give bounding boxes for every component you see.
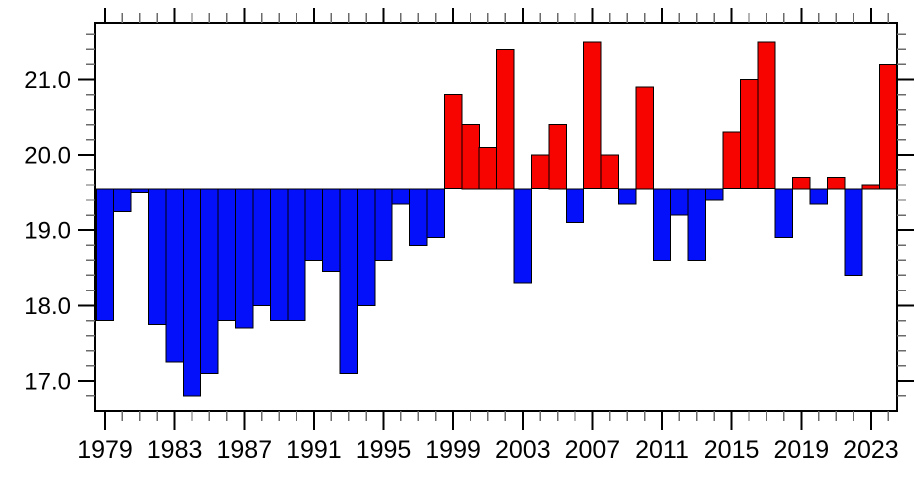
bar-1981 (130, 188, 150, 194)
bar-2020 (809, 188, 828, 205)
y-tick-label-20.0: 20.0 (24, 142, 71, 169)
bar-2022 (844, 188, 863, 276)
bar-1984 (182, 188, 202, 397)
bar-1998 (426, 188, 445, 239)
bar-2007 (583, 41, 602, 190)
x-tick-label-1979: 1979 (77, 436, 133, 464)
bar-1985 (200, 188, 219, 374)
y-tick-label-17.0: 17.0 (24, 368, 71, 395)
bar-2008 (600, 154, 620, 190)
bar-1986 (217, 188, 237, 322)
x-tick-label-2023: 2023 (843, 436, 899, 464)
bar-2004 (530, 154, 550, 190)
bar-1987 (235, 188, 254, 329)
x-tick-label-2015: 2015 (704, 436, 760, 464)
x-tick-label-1999: 1999 (425, 436, 481, 464)
bar-2013 (687, 188, 707, 261)
bar-1994 (356, 188, 376, 307)
plot-frame (94, 22, 898, 412)
bar-2024 (879, 63, 898, 190)
bar-2018 (774, 188, 794, 239)
axes-group (78, 8, 914, 430)
x-tick-label-1983: 1983 (147, 436, 203, 464)
bar-1990 (287, 188, 306, 322)
bar-2000 (461, 124, 480, 190)
bar-2009 (618, 188, 637, 205)
bar-2023 (861, 184, 881, 190)
bar-1989 (269, 188, 289, 322)
x-tick-label-2003: 2003 (495, 436, 551, 464)
bar-1992 (322, 188, 341, 273)
bar-2014 (705, 188, 724, 201)
y-tick-label-19.0: 19.0 (24, 218, 71, 245)
bar-2017 (757, 41, 776, 190)
bar-2010 (635, 86, 654, 190)
bar-1991 (304, 188, 324, 261)
bar-2012 (670, 188, 689, 216)
bar-2019 (792, 176, 811, 190)
bar-1993 (339, 188, 358, 374)
bar-2021 (826, 176, 846, 190)
bar-2003 (513, 188, 532, 284)
bar-2001 (478, 146, 498, 190)
x-tick-label-2007: 2007 (565, 436, 621, 464)
bar-2006 (565, 188, 585, 224)
bar-1980 (113, 188, 132, 212)
bar-1995 (374, 188, 393, 261)
x-tick-label-1987: 1987 (216, 436, 272, 464)
y-tick-label-21.0: 21.0 (24, 67, 71, 94)
bar-1982 (148, 188, 167, 325)
bar-1999 (443, 94, 463, 190)
bar-2015 (722, 131, 741, 190)
bar-2002 (496, 48, 515, 190)
bar-1983 (165, 188, 184, 363)
x-tick-label-2011: 2011 (635, 436, 689, 464)
bar-1997 (409, 188, 428, 246)
axis-labels-group: 17.0 18.0 19.0 20.0 21.0 1979 1983 1987 1991 1995… (24, 67, 898, 464)
bar-2016 (739, 79, 759, 190)
x-tick-label-2019: 2019 (773, 436, 829, 464)
bar-2005 (548, 124, 567, 190)
bar-1996 (391, 188, 411, 205)
y-tick-label-18.0: 18.0 (24, 293, 71, 320)
bar-1988 (252, 188, 271, 307)
bar-2011 (652, 188, 672, 261)
bar-1979 (95, 188, 115, 322)
x-tick-label-1995: 1995 (356, 436, 412, 464)
bars-group (95, 41, 898, 397)
x-tick-label-1991: 1991 (286, 436, 342, 464)
